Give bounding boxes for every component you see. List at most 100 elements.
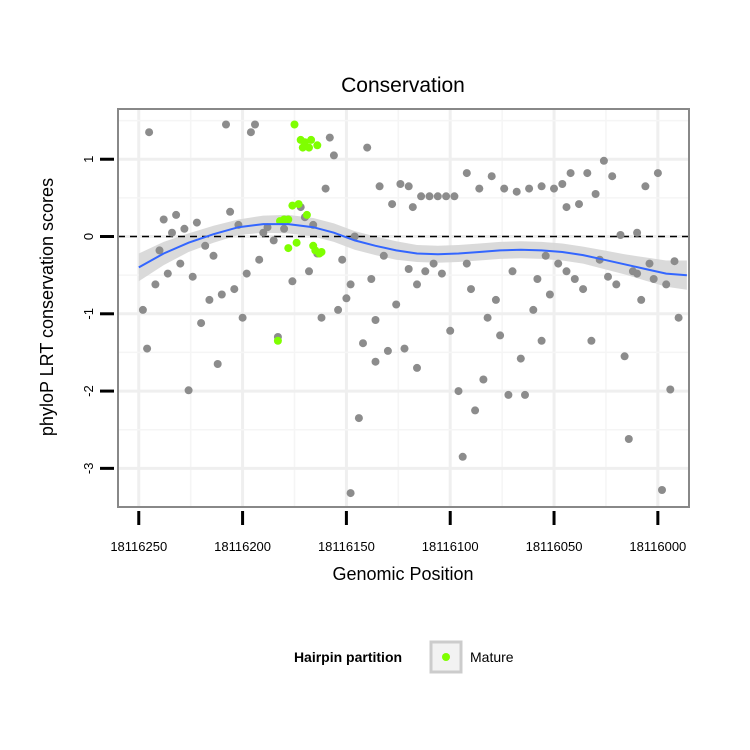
other-point <box>325 133 334 142</box>
other-point <box>383 346 392 355</box>
other-point <box>184 386 193 395</box>
mature-point <box>307 135 316 144</box>
other-point <box>188 272 197 281</box>
other-point <box>375 182 384 191</box>
other-point <box>379 251 388 260</box>
x-axis-label: Genomic Position <box>332 564 473 584</box>
other-point <box>396 180 405 188</box>
other-point <box>305 267 313 276</box>
mature-point <box>317 248 326 256</box>
other-point <box>612 280 621 289</box>
x-tick-label: 18116200 <box>214 539 271 554</box>
other-point <box>437 269 446 278</box>
other-point <box>217 290 226 299</box>
legend: Hairpin partition Mature <box>294 640 514 674</box>
other-point <box>579 285 588 294</box>
other-point <box>404 265 413 273</box>
mature-point <box>292 238 301 247</box>
other-point <box>491 295 500 304</box>
other-point <box>554 259 563 268</box>
other-point <box>454 387 463 396</box>
other-point <box>562 203 571 212</box>
other-point <box>662 280 671 289</box>
other-point <box>143 344 152 353</box>
y-axis-label: phyloP LRT conservation scores <box>37 178 57 436</box>
other-point <box>566 169 575 178</box>
x-axis: 18116250 18116200 18116150 18116100 18116050… <box>110 511 686 554</box>
other-point <box>251 120 259 129</box>
mature-point <box>302 210 311 219</box>
plot-panel <box>117 108 690 508</box>
panel-background <box>118 109 689 507</box>
other-point <box>180 224 189 233</box>
chart-title: Conservation <box>341 74 465 97</box>
other-point <box>242 269 251 278</box>
other-point <box>155 246 164 255</box>
data-points <box>138 120 683 498</box>
other-point <box>562 267 571 276</box>
other-point <box>446 326 455 335</box>
other-point <box>471 406 480 415</box>
other-point <box>346 280 355 289</box>
mature-point <box>294 200 303 209</box>
other-point <box>645 259 654 268</box>
other-point <box>408 203 417 212</box>
other-point <box>529 305 538 314</box>
other-point <box>138 305 147 314</box>
other-point <box>550 184 558 193</box>
other-point <box>421 267 430 276</box>
other-point <box>346 489 355 498</box>
other-point <box>479 375 488 384</box>
other-point <box>512 187 521 196</box>
other-point <box>633 269 642 278</box>
mature-point <box>288 201 297 210</box>
other-point <box>222 120 230 129</box>
other-point <box>521 390 529 399</box>
legend-key-mature-dot <box>442 653 450 661</box>
other-point <box>587 336 596 345</box>
other-point <box>599 156 608 165</box>
other-point <box>458 452 467 461</box>
other-point <box>259 228 268 237</box>
other-point <box>483 313 492 322</box>
other-point <box>338 255 347 264</box>
other-point <box>545 290 554 299</box>
other-point <box>329 151 338 160</box>
other-point <box>496 331 505 340</box>
other-point <box>425 192 434 201</box>
mature-point <box>284 244 293 253</box>
other-point <box>367 275 376 283</box>
other-point <box>525 184 534 193</box>
y-tick-label: 0 <box>81 233 96 240</box>
other-point <box>392 300 401 309</box>
other-point <box>269 236 278 245</box>
y-axis: -3 -2 -1 0 1 <box>81 156 114 474</box>
other-point <box>620 352 629 361</box>
other-point <box>205 295 214 304</box>
other-point <box>641 182 650 191</box>
other-point <box>354 414 363 423</box>
other-point <box>516 354 525 363</box>
other-point <box>508 267 517 276</box>
other-point <box>371 357 380 366</box>
x-tick-label: 18116250 <box>110 539 167 554</box>
other-point <box>176 259 185 268</box>
other-point <box>413 280 421 289</box>
y-tick-label: -1 <box>81 308 96 320</box>
other-point <box>151 280 160 289</box>
other-point <box>350 232 359 241</box>
x-tick-label: 18116050 <box>526 539 583 554</box>
other-point <box>192 218 201 227</box>
other-point <box>413 363 421 372</box>
other-point <box>168 228 176 237</box>
other-point <box>238 313 247 322</box>
other-point <box>537 336 546 345</box>
other-point <box>246 128 255 137</box>
other-point <box>583 169 592 178</box>
other-point <box>321 184 330 193</box>
other-point <box>462 169 471 178</box>
other-point <box>558 180 567 188</box>
y-tick-label: -2 <box>81 385 96 397</box>
y-tick-label: 1 <box>81 156 96 163</box>
